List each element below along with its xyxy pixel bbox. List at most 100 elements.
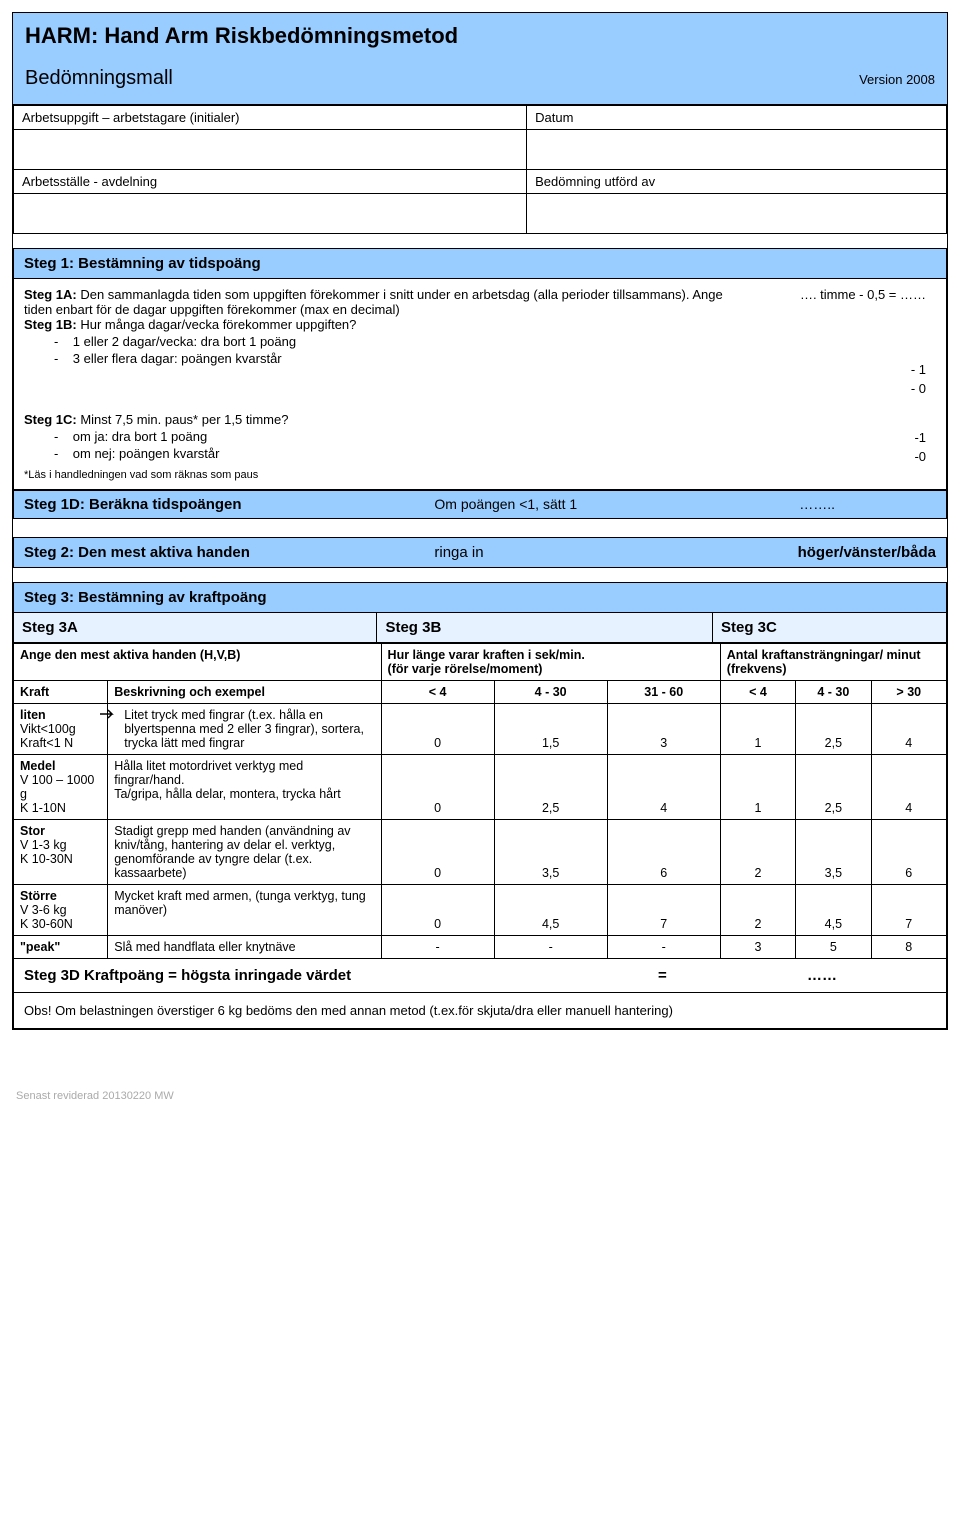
table-row: litenVikt<100g Kraft<1 N Litet tryck med… — [14, 704, 947, 755]
beskr-cell: Slå med handflata eller knytnäve — [108, 936, 381, 959]
step3-sub-row: Steg 3A Steg 3B Steg 3C — [13, 613, 947, 643]
step2-mid: ringa in — [434, 544, 662, 561]
step3d-eq: = — [617, 967, 708, 984]
arrow-icon — [98, 706, 118, 726]
step3c-label: Steg 3C — [713, 613, 946, 642]
val-cell[interactable]: 0 — [381, 755, 494, 820]
step1-footnote: *Läs i handledningen vad som räknas som … — [24, 469, 726, 481]
step3b-label: Steg 3B — [377, 613, 713, 642]
val-cell[interactable]: 1 — [720, 704, 795, 755]
step3d-row: Steg 3D Kraftpoäng = högsta inringade vä… — [13, 959, 947, 993]
step1d-mid: Om poängen <1, sätt 1 — [434, 496, 799, 513]
col-beskr: Beskrivning och exempel — [108, 681, 381, 704]
col-31-60: 31 - 60 — [607, 681, 720, 704]
step3a-label: Steg 3A — [14, 613, 377, 642]
val-cell[interactable]: 4 — [871, 704, 946, 755]
col-4-30: 4 - 30 — [494, 681, 607, 704]
subtitle-row: Bedömningsmall Version 2008 — [25, 67, 935, 90]
val-cell[interactable]: 4 — [871, 755, 946, 820]
step3d-title: Steg 3D Kraftpoäng = högsta inringade vä… — [24, 967, 617, 984]
table-row: StorV 1-3 kg K 10-30N Stadigt grepp med … — [14, 820, 947, 885]
val-cell[interactable]: 3,5 — [494, 820, 607, 885]
val-cell: - — [607, 936, 720, 959]
footer-revision: Senast reviderad 20130220 MW — [16, 1090, 948, 1102]
force-head-c: Antal kraftansträngningar/ minut (frekve… — [720, 644, 946, 681]
step1c-label: Steg 1C: — [24, 412, 80, 427]
val-cell[interactable]: 1,5 — [494, 704, 607, 755]
workplace-label: Arbetsställe - avdelning — [14, 170, 527, 194]
document-page: HARM: Hand Arm Riskbedömningsmetod Bedöm… — [12, 12, 948, 1030]
col-kraft: Kraft — [14, 681, 108, 704]
assessor-label: Bedömning utförd av — [527, 170, 947, 194]
info-table: Arbetsuppgift – arbetstagare (initialer)… — [13, 105, 947, 234]
task-input-cell[interactable] — [14, 130, 527, 170]
table-row: "peak" Slå med handflata eller knytnäve … — [14, 936, 947, 959]
col-lt4: < 4 — [381, 681, 494, 704]
val-cell[interactable]: 8 — [871, 936, 946, 959]
val-cell[interactable]: 1 — [720, 755, 795, 820]
force-table: Ange den mest aktiva handen (H,V,B) Hur … — [13, 643, 947, 959]
workplace-input-cell[interactable] — [14, 194, 527, 234]
val-cell[interactable]: 4,5 — [796, 885, 871, 936]
date-input-cell[interactable] — [527, 130, 947, 170]
main-title: HARM: Hand Arm Riskbedömningsmetod — [25, 23, 935, 49]
col-c-4-30: 4 - 30 — [796, 681, 871, 704]
step1-timme: …. timme - 0,5 = …… — [746, 287, 926, 302]
val-cell[interactable]: 4 — [607, 755, 720, 820]
col-c-gt30: > 30 — [871, 681, 946, 704]
subtitle: Bedömningsmall — [25, 67, 173, 90]
val-cell[interactable]: 7 — [871, 885, 946, 936]
step1a-text: Den sammanlagda tiden som uppgiften före… — [24, 287, 723, 317]
beskr-cell: Litet tryck med fingrar (t.ex. hålla en … — [108, 704, 381, 755]
val-cell[interactable]: 0 — [381, 704, 494, 755]
step3d-blank[interactable]: …… — [708, 967, 936, 984]
val-cell[interactable]: 2,5 — [796, 704, 871, 755]
kraft-cell: "peak" — [14, 936, 108, 959]
val-cell[interactable]: 2 — [720, 820, 795, 885]
kraft-cell: litenVikt<100g Kraft<1 N — [14, 704, 108, 755]
beskr-cell: Mycket kraft med armen, (tunga verktyg, … — [108, 885, 381, 936]
step1c-minus1: -1 — [746, 430, 926, 445]
kraft-cell: StörreV 3-6 kg K 30-60N — [14, 885, 108, 936]
val-cell[interactable]: 3,5 — [796, 820, 871, 885]
task-label: Arbetsuppgift – arbetstagare (initialer) — [14, 106, 527, 130]
val-cell[interactable]: 0 — [381, 885, 494, 936]
val-cell: - — [494, 936, 607, 959]
val-cell: - — [381, 936, 494, 959]
step1b-minus0: - 0 — [746, 381, 926, 396]
val-cell[interactable]: 3 — [607, 704, 720, 755]
step2-title: Steg 2: Den mest aktiva handen — [24, 544, 434, 561]
val-cell[interactable]: 6 — [871, 820, 946, 885]
step1c-minus0: -0 — [746, 449, 926, 464]
beskr-cell: Stadigt grepp med handen (användning av … — [108, 820, 381, 885]
step1d-blank: …….. — [799, 496, 936, 513]
step2-header: Steg 2: Den mest aktiva handen ringa in … — [13, 537, 947, 568]
step1c-text: Minst 7,5 min. paus* per 1,5 timme? — [80, 412, 288, 427]
kraft-cell: StorV 1-3 kg K 10-30N — [14, 820, 108, 885]
step1a-label: Steg 1A: — [24, 287, 80, 302]
val-cell[interactable]: 2,5 — [494, 755, 607, 820]
force-head-b: Hur länge varar kraften i sek/min. (för … — [381, 644, 720, 681]
val-cell[interactable]: 4,5 — [494, 885, 607, 936]
val-cell[interactable]: 3 — [720, 936, 795, 959]
val-cell[interactable]: 5 — [796, 936, 871, 959]
step1-body: Steg 1A: Den sammanlagda tiden som uppgi… — [13, 279, 947, 490]
table-row: MedelV 100 – 1000 g K 1-10N Hålla litet … — [14, 755, 947, 820]
step1c-item1: - om ja: dra bort 1 poäng — [54, 429, 726, 444]
val-cell[interactable]: 2,5 — [796, 755, 871, 820]
val-cell[interactable]: 0 — [381, 820, 494, 885]
step1b-minus1: - 1 — [746, 362, 926, 377]
beskr-cell: Hålla litet motordrivet verktyg med fing… — [108, 755, 381, 820]
kraft-cell: MedelV 100 – 1000 g K 1-10N — [14, 755, 108, 820]
step1b-text: Hur många dagar/vecka förekommer uppgift… — [80, 317, 356, 332]
assessor-input-cell[interactable] — [527, 194, 947, 234]
step1b-item1: - 1 eller 2 dagar/vecka: dra bort 1 poän… — [54, 334, 726, 349]
val-cell[interactable]: 2 — [720, 885, 795, 936]
version-label: Version 2008 — [859, 72, 935, 87]
step1d-title: Steg 1D: Beräkna tidspoängen — [24, 496, 434, 513]
step1b-item2: - 3 eller flera dagar: poängen kvarstår — [54, 351, 726, 366]
val-cell[interactable]: 7 — [607, 885, 720, 936]
step3-header: Steg 3: Bestämning av kraftpoäng — [13, 582, 947, 613]
val-cell[interactable]: 6 — [607, 820, 720, 885]
col-c-lt4: < 4 — [720, 681, 795, 704]
